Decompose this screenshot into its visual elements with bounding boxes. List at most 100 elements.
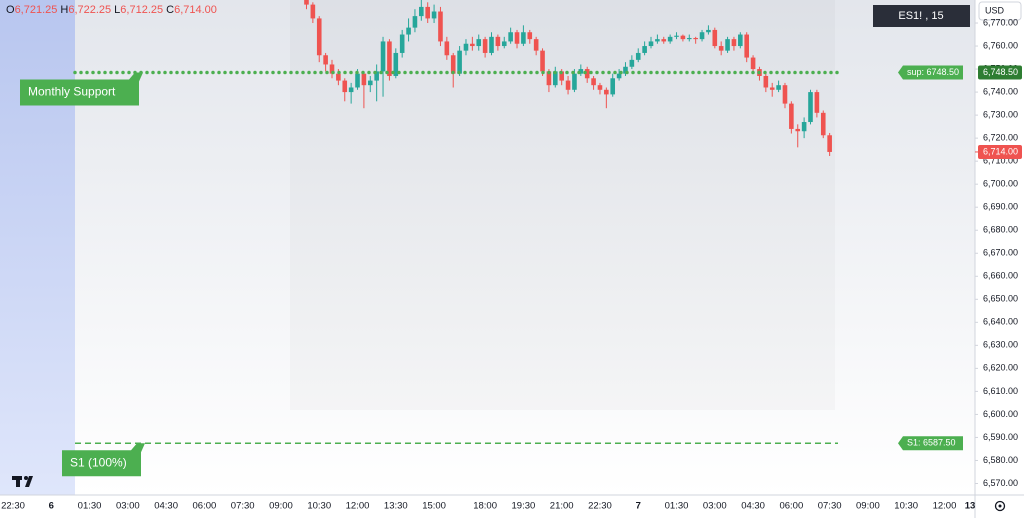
x-tick-label: 04:30 <box>154 501 178 512</box>
ohlc-key: C <box>166 4 175 16</box>
candle-body <box>578 69 584 74</box>
candle-body <box>336 73 341 81</box>
candle-body <box>553 71 558 86</box>
candle-body <box>744 34 749 58</box>
settings-icon-center <box>998 504 1002 508</box>
candle-body <box>616 73 622 79</box>
candle-body <box>686 37 692 40</box>
candle-body <box>310 4 316 19</box>
candle-body <box>782 85 788 104</box>
candle-body <box>355 73 360 88</box>
level-axis-pill <box>978 65 1022 80</box>
candle-body <box>763 75 769 88</box>
level-pill <box>898 65 963 80</box>
level-pill <box>898 436 963 451</box>
symbol-box <box>873 5 970 27</box>
candle-body <box>827 135 832 152</box>
candle-body <box>648 41 654 47</box>
y-tick-label: 6,700.00 <box>983 179 1018 189</box>
y-tick-label: 6,610.00 <box>983 386 1018 396</box>
candle-body <box>801 122 807 132</box>
candle-body <box>444 41 450 56</box>
level-callout <box>62 443 145 477</box>
y-tick-label: 6,740.00 <box>983 86 1018 96</box>
candle-body <box>655 39 660 42</box>
y-tick-label: 6,730.00 <box>983 109 1018 119</box>
level-axis-label: 6,748.50 <box>983 67 1018 77</box>
candle-body <box>450 55 456 74</box>
candle-body <box>348 87 354 93</box>
x-tick-label: 07:30 <box>818 501 842 512</box>
candle-body <box>495 36 501 47</box>
candle-body <box>667 36 673 42</box>
x-tick-label: 09:00 <box>269 501 293 512</box>
level-callout <box>20 72 143 106</box>
last-price-pill <box>978 144 1022 159</box>
candle-body <box>380 41 386 72</box>
plot-background <box>0 0 975 495</box>
x-tick-label: 13:30 <box>384 501 408 512</box>
y-tick-label: 6,620.00 <box>983 363 1018 373</box>
x-tick-label: 7 <box>636 501 641 512</box>
candle-body <box>674 35 679 37</box>
candle-body <box>680 35 686 40</box>
candle-body <box>604 89 609 95</box>
candle-body <box>789 103 794 129</box>
candle-body <box>482 39 488 53</box>
ohlc-value: 6,712.25 <box>120 4 164 16</box>
candle-body <box>776 85 781 90</box>
candle-body <box>820 112 826 136</box>
x-tick-label: 06:00 <box>193 501 217 512</box>
candle-body <box>419 6 424 17</box>
candle-body <box>572 73 577 90</box>
x-tick-label: 13 <box>965 501 976 512</box>
x-tick-label: 10:30 <box>307 501 331 512</box>
candle-body <box>374 71 379 81</box>
ohlc-value: 6,714.00 <box>174 4 217 16</box>
ohlc-key: L <box>114 4 121 16</box>
y-tick-label: 6,670.00 <box>983 248 1018 258</box>
candle-body <box>316 18 322 56</box>
y-tick-label: 6,590.00 <box>983 432 1018 442</box>
y-tick-label: 6,680.00 <box>983 225 1018 235</box>
candle-body <box>610 78 616 95</box>
x-tick-label: 22:30 <box>588 501 612 512</box>
settings-icon[interactable] <box>994 500 1006 512</box>
currency[interactable]: USD <box>985 5 1005 15</box>
y-tick-label: 6,770.00 <box>983 17 1018 27</box>
symbol: ES1! , 15 <box>898 10 943 22</box>
candle-body <box>795 128 801 132</box>
candle-body <box>706 29 711 33</box>
y-tick-label: 6,650.00 <box>983 294 1018 304</box>
level-label: sup: 6748.50 <box>907 67 959 77</box>
candle-body <box>559 71 564 81</box>
x-tick-label: 07:30 <box>231 501 255 512</box>
x-tick-label: 03:00 <box>703 501 727 512</box>
x-tick-label: 19:30 <box>512 501 536 512</box>
candle-body <box>814 92 820 113</box>
x-tick-label: 10:30 <box>894 501 918 512</box>
y-tick-label: 6,720.00 <box>983 133 1018 143</box>
x-tick-label: 12:00 <box>346 501 370 512</box>
ohlc-value: 6,722.25 <box>68 4 112 16</box>
x-tick-label: 22:30 <box>1 501 25 512</box>
candle-body <box>489 36 494 53</box>
candle-body <box>342 80 348 93</box>
ohlc-key: H <box>60 4 69 16</box>
candle-body <box>406 27 411 35</box>
candle-body <box>629 59 635 67</box>
level-name: S1 (100%) <box>70 455 127 469</box>
candle-body <box>808 92 813 123</box>
last-price-label: 6,714.00 <box>983 146 1018 156</box>
candle-body <box>546 71 552 86</box>
candle-body <box>635 52 641 60</box>
candle-body <box>323 55 328 65</box>
y-tick-label: 6,640.00 <box>983 317 1018 327</box>
candle-body <box>731 39 737 47</box>
y-tick-label: 6,630.00 <box>983 340 1018 350</box>
currency-box[interactable] <box>978 1 1022 21</box>
candle-body <box>476 39 482 47</box>
x-tick-label: 03:00 <box>116 501 140 512</box>
y-tick-label: 6,570.00 <box>983 478 1018 488</box>
